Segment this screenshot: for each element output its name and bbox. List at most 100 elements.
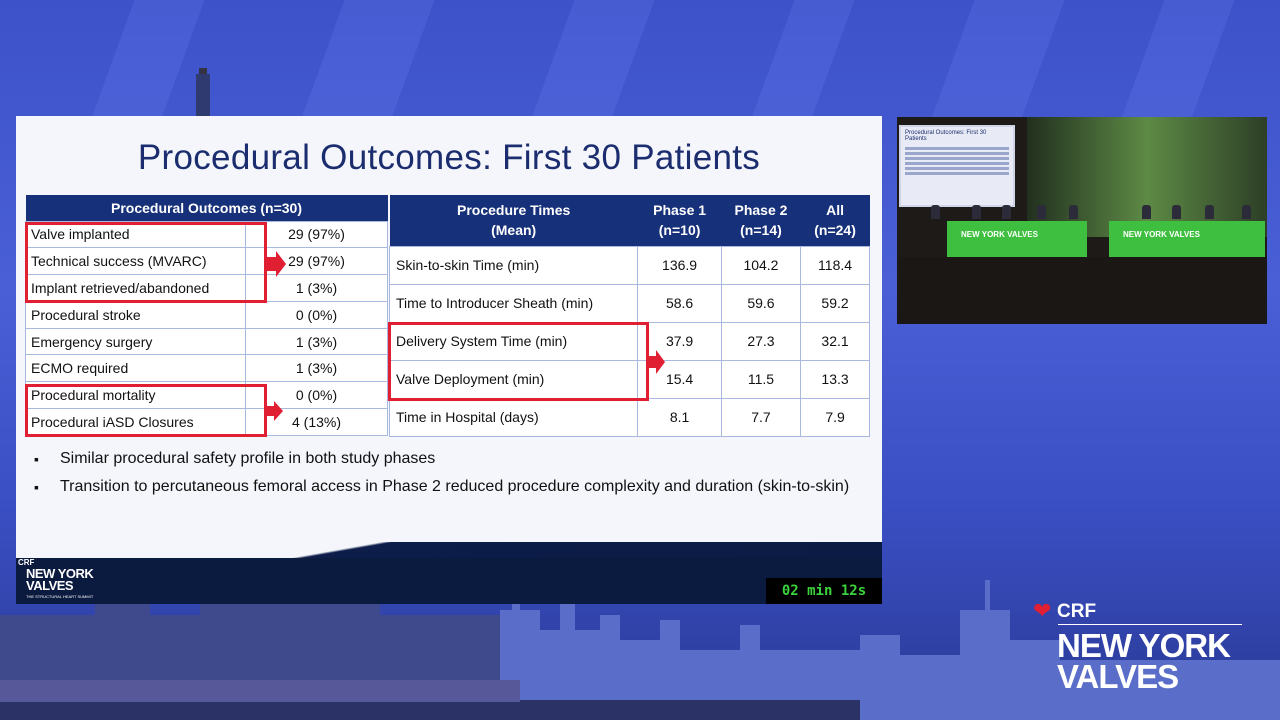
- footer-logo-tagline: THE STRUCTURAL HEART SUMMIT: [26, 594, 94, 599]
- header-label: All: [826, 202, 844, 219]
- phase2-value: 11.5: [720, 359, 802, 399]
- red-arrow-head-icon: [656, 350, 665, 374]
- table-row: ECMO required 1 (3%): [25, 354, 388, 383]
- row-value: 29 (97%): [245, 220, 388, 249]
- phase1-value: 136.9: [637, 245, 722, 285]
- highlight-box-top-outcomes: [25, 222, 267, 303]
- table-row: Delivery System Time (min) 37.9 27.3 32.1: [388, 321, 870, 361]
- panelist: [1242, 205, 1251, 219]
- footer-logo-text: NEW YORK VALVES: [26, 566, 94, 593]
- presentation-slide: Procedural Outcomes: First 30 Patients P…: [16, 116, 882, 604]
- header-sublabel: (Mean): [491, 222, 537, 239]
- all-value: 13.3: [800, 359, 870, 399]
- footer-logo-line1: NEW YORK: [26, 566, 94, 581]
- bullet-item: Transition to percutaneous femoral acces…: [30, 475, 860, 499]
- footer-logo-crf: CRF: [18, 558, 35, 567]
- statue-of-liberty-silhouette: [196, 68, 210, 120]
- table-row: Procedural iASD Closures 4 (13%): [25, 408, 388, 436]
- header-sublabel: (n=24): [814, 222, 856, 239]
- row-value: 1 (3%): [245, 354, 388, 383]
- stage-banner-left: NEW YORK VALVES: [947, 221, 1087, 259]
- phase2-value: 59.6: [720, 283, 802, 323]
- table-row: Time in Hospital (days) 8.1 7.7 7.9: [388, 397, 870, 437]
- stage-banner-right: NEW YORK VALVES: [1109, 221, 1265, 259]
- stage-floor: [897, 257, 1267, 324]
- heart-icon: ❤: [1033, 598, 1052, 623]
- header-label: Procedure Times: [456, 202, 571, 219]
- row-label: Delivery System Time (min): [388, 321, 639, 361]
- header-label: Phase 1: [653, 202, 707, 219]
- row-label: Skin-to-skin Time (min): [388, 245, 639, 285]
- table-row: Technical success (MVARC) 29 (97%): [25, 247, 388, 276]
- skyline-silhouette: [0, 580, 1280, 720]
- row-label: ECMO required: [25, 354, 246, 383]
- red-arrow-icon: [648, 356, 656, 368]
- all-value: 118.4: [800, 245, 870, 285]
- row-label: Valve Deployment (min): [388, 359, 639, 399]
- panelist: [1205, 205, 1214, 219]
- row-value: 1 (3%): [245, 327, 388, 356]
- row-label: Emergency surgery: [25, 327, 246, 356]
- all-value: 7.9: [800, 397, 870, 437]
- table-row: Time to Introducer Sheath (min) 58.6 59.6 5…: [388, 283, 870, 323]
- brand-line2: VALVES: [1057, 658, 1179, 695]
- brand-crf: CRF: [1057, 601, 1097, 622]
- procedure-times-table: Procedure Times (Mean) Phase 1 (n=10) Phas…: [388, 195, 870, 437]
- red-arrow-icon: [266, 257, 276, 271]
- table-row: Valve Deployment (min) 15.4 11.5 13.3: [388, 359, 870, 399]
- panelist: [1172, 205, 1181, 219]
- table-row: Emergency surgery 1 (3%): [25, 327, 388, 356]
- table-row: Valve implanted 29 (97%): [25, 220, 388, 249]
- slide-footer-band: [16, 558, 882, 604]
- row-value: 0 (0%): [245, 300, 388, 329]
- phase2-value: 7.7: [720, 397, 802, 437]
- new-york-valves-logo: ❤ CRF NEW YORK VALVES: [1033, 600, 1253, 695]
- panelist: [1142, 205, 1151, 219]
- red-arrow-head-icon: [276, 251, 286, 277]
- all-value: 32.1: [800, 321, 870, 361]
- stage-screen: Procedural Outcomes: First 30 Patients: [899, 125, 1015, 207]
- stage-curtain: [1027, 117, 1267, 237]
- brand-name: NEW YORK VALVES: [1057, 627, 1231, 695]
- phase2-value: 27.3: [720, 321, 802, 361]
- times-table-header-row: Procedure Times (Mean) Phase 1 (n=10) Phas…: [389, 195, 870, 246]
- header-label: Phase 2: [734, 202, 788, 219]
- live-video-inset: Procedural Outcomes: First 30 Patients N…: [897, 117, 1267, 324]
- slide-title: Procedural Outcomes: First 30 Patients: [137, 138, 761, 177]
- stage-screen-title: Procedural Outcomes: First 30 Patients: [905, 130, 987, 142]
- row-value: 29 (97%): [245, 247, 388, 276]
- bullet-list: Similar procedural safety profile in bot…: [30, 447, 860, 503]
- phase1-value: 37.9: [637, 321, 722, 361]
- countdown-timer: 02 min 12s: [766, 578, 882, 604]
- panelist: [972, 205, 981, 219]
- panelist: [1069, 205, 1078, 219]
- row-label: Time in Hospital (days): [388, 397, 639, 437]
- brand-divider: [1058, 624, 1242, 625]
- all-value: 59.2: [800, 283, 870, 323]
- phase1-value: 15.4: [637, 359, 722, 399]
- red-arrow-head-icon: [274, 401, 283, 421]
- highlight-box-procedure-times: [388, 322, 649, 401]
- phase1-value: 8.1: [637, 397, 722, 437]
- header-sublabel: (n=10): [658, 222, 701, 239]
- panelist: [931, 205, 940, 219]
- panelist: [1037, 205, 1046, 219]
- row-label: Time to Introducer Sheath (min): [388, 283, 639, 323]
- footer-logo: CRF NEW YORK VALVES THE STRUCTURAL HEART…: [16, 554, 116, 604]
- phase1-value: 58.6: [637, 283, 722, 323]
- table-row: Procedural stroke 0 (0%): [25, 300, 388, 329]
- red-arrow-icon: [266, 406, 274, 416]
- outcomes-table-header: Procedural Outcomes (n=30): [25, 195, 388, 221]
- panelist: [1002, 205, 1011, 219]
- highlight-box-bottom-outcomes: [25, 384, 267, 437]
- row-label: Valve implanted: [25, 220, 246, 249]
- stage-banner-text: NEW YORK VALVES: [961, 230, 1038, 239]
- row-label: Procedural stroke: [25, 300, 246, 329]
- bullet-item: Similar procedural safety profile in bot…: [30, 447, 860, 471]
- brand-line1: NEW YORK: [1057, 627, 1231, 664]
- row-label: Technical success (MVARC): [25, 247, 246, 276]
- footer-logo-line2: VALVES: [26, 578, 74, 593]
- header-sublabel: (n=14): [740, 222, 782, 239]
- row-value: 1 (3%): [245, 274, 388, 302]
- phase2-value: 104.2: [720, 245, 802, 285]
